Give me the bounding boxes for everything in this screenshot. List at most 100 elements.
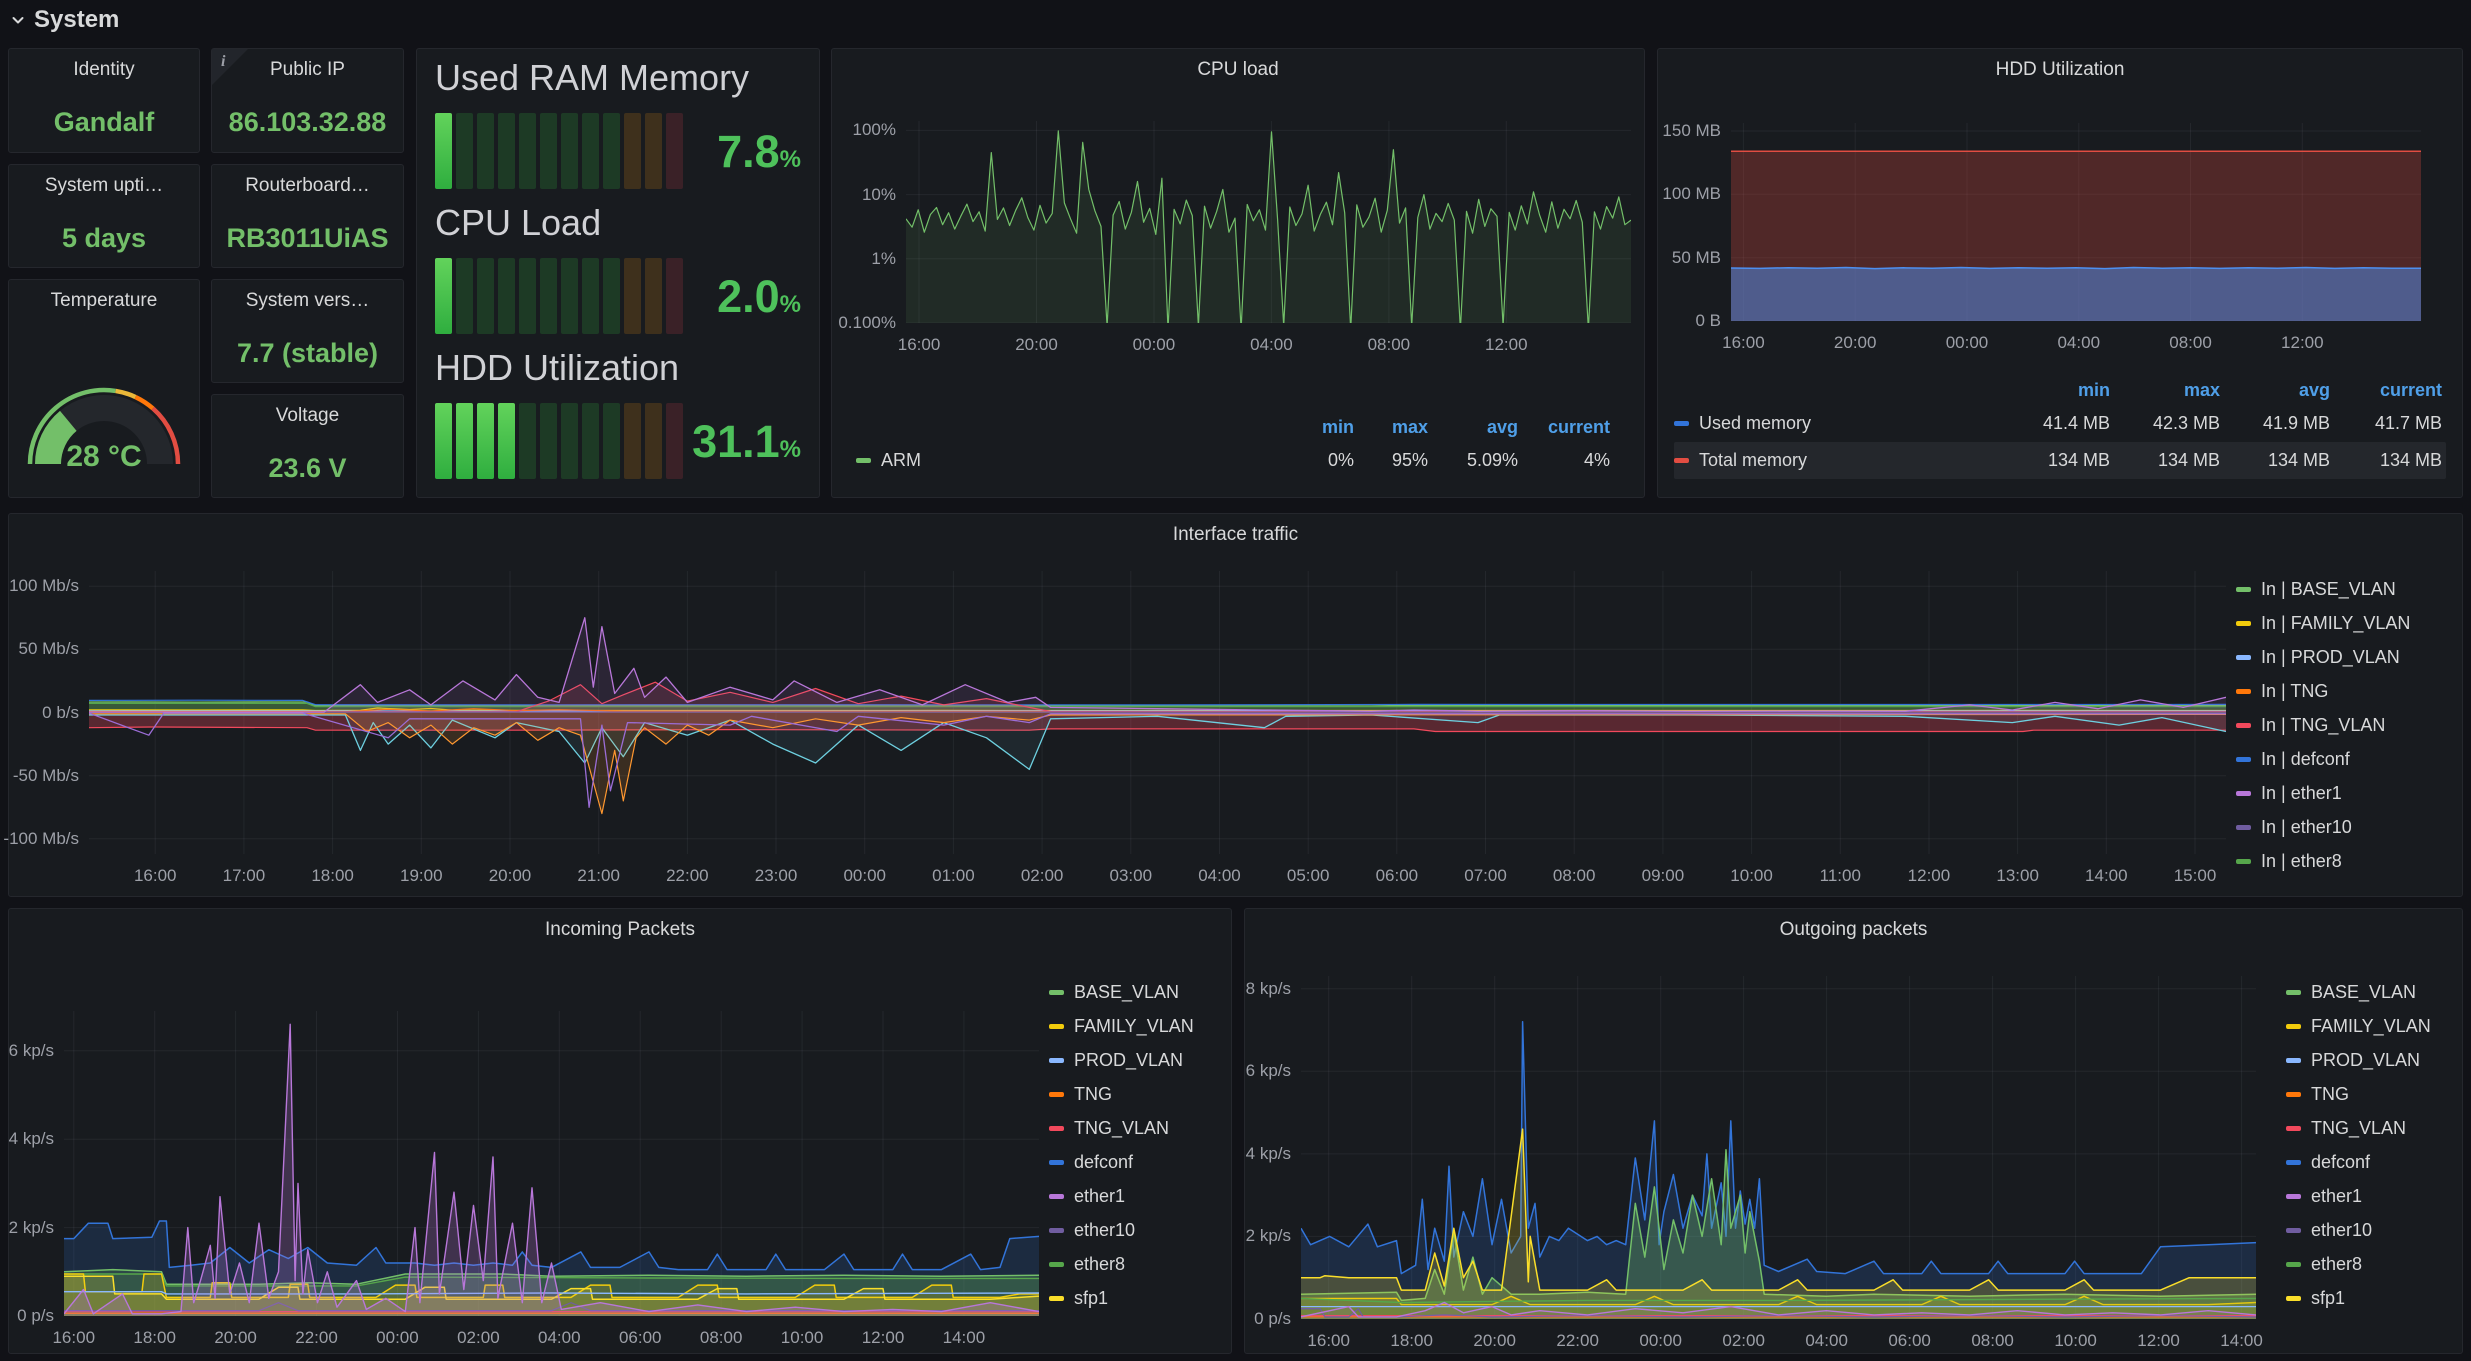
legend-item-in-ether10[interactable]: In | ether10 — [2236, 816, 2410, 838]
series-color-swatch — [1049, 1295, 1064, 1301]
gauge-segment — [435, 113, 452, 189]
series-color-swatch — [1049, 1125, 1064, 1131]
legend-label: ether1 — [1074, 1185, 1126, 1206]
legend-item-tng[interactable]: TNG — [2286, 1083, 2431, 1105]
series-color-swatch — [2236, 654, 2251, 660]
x-axis-tick-label: 03:00 — [1109, 866, 1153, 885]
series-color-swatch — [856, 457, 871, 463]
gauge-segment — [666, 258, 683, 334]
legend-item-in-defconf[interactable]: In | defconf — [2236, 748, 2410, 770]
incoming-chart-canvas[interactable] — [64, 1011, 1039, 1316]
y-axis-tick-label: 100% — [852, 120, 896, 140]
legend-item-ether1[interactable]: ether1 — [1049, 1185, 1194, 1207]
legend-item-prod-vlan[interactable]: PROD_VLAN — [1049, 1049, 1194, 1071]
gauge-segment — [456, 113, 473, 189]
panel-title[interactable]: Incoming Packets — [545, 919, 695, 940]
x-axis-tick-label: 12:00 — [1907, 866, 1951, 885]
hdd-chart-canvas[interactable] — [1731, 123, 2421, 321]
panel-title[interactable]: Interface traffic — [1172, 524, 1299, 545]
legend-item-defconf[interactable]: defconf — [2286, 1151, 2431, 1173]
outgoing-packets-plot[interactable]: 16:00 18:00 20:00 22:00 00:00 02:00 04:00 06:00… — [1246, 976, 2263, 1350]
stats-header-current[interactable]: current — [2379, 379, 2442, 400]
legend-item-in-tng[interactable]: In | TNG — [2236, 680, 2410, 702]
gauge-segment — [582, 403, 599, 479]
panel-routerboard: Routerboard… RB3011UiAS — [211, 164, 404, 268]
y-axis-tick-label: 10% — [861, 184, 896, 204]
legend-item-ether8[interactable]: ether8 — [1049, 1253, 1194, 1275]
incoming-packets-plot[interactable]: 16:00 18:00 20:00 22:00 00:00 02:00 04:00 06:00… — [9, 1011, 1039, 1347]
legend-item-in-tng-vlan[interactable]: In | TNG_VLAN — [2236, 714, 2410, 736]
legend-item-in-family-vlan[interactable]: In | FAMILY_VLAN — [2236, 612, 2410, 634]
legend-item-family-vlan[interactable]: FAMILY_VLAN — [2286, 1015, 2431, 1037]
legend-item-ether10[interactable]: ether10 — [1049, 1219, 1194, 1241]
stat-cell: 4% — [1583, 449, 1610, 470]
legend-item-in-prod-vlan[interactable]: In | PROD_VLAN — [2236, 646, 2410, 668]
stats-header-avg[interactable]: avg — [2298, 379, 2330, 400]
stats-header-avg[interactable]: avg — [1486, 416, 1518, 437]
interface-traffic-plot[interactable]: 16:00 17:00 18:00 19:00 20:00 21:00 22:00 23:00… — [3, 571, 2226, 885]
legend-item-base-vlan[interactable]: BASE_VLAN — [1049, 981, 1194, 1003]
gauge-segment — [456, 258, 473, 334]
traffic-chart-canvas[interactable] — [89, 571, 2226, 854]
legend-item-base-vlan[interactable]: BASE_VLAN — [2286, 981, 2431, 1003]
legend-item-in-ether1[interactable]: In | ether1 — [2236, 782, 2410, 804]
legend-stats-row[interactable]: Total memory 134 MB 134 MB 134 MB 134 MB — [1674, 442, 2446, 479]
outgoing-chart-canvas[interactable] — [1301, 976, 2256, 1319]
stats-header-min[interactable]: min — [1321, 416, 1354, 437]
panel-title[interactable]: Public IP — [270, 59, 345, 80]
legend-item-defconf[interactable]: defconf — [1049, 1151, 1194, 1173]
panel-title[interactable]: System upti… — [44, 175, 164, 196]
temperature-gauge: 28 °C — [19, 376, 189, 476]
gauge-segment — [498, 403, 515, 479]
panel-title[interactable]: Routerboard… — [245, 175, 370, 196]
stats-header-current[interactable]: current — [1547, 416, 1610, 437]
legend-item-tng[interactable]: TNG — [1049, 1083, 1194, 1105]
legend-item-sfp1[interactable]: sfp1 — [2286, 1287, 2431, 1309]
legend-label: In | BASE_VLAN — [2261, 578, 2396, 599]
stats-header-min[interactable]: min — [2077, 379, 2110, 400]
legend-stats-row[interactable]: ARM 0% 95% 5.09% 4% — [856, 441, 1614, 479]
panel-title[interactable]: Identity — [73, 59, 135, 80]
panel-title[interactable]: System vers… — [245, 290, 370, 311]
legend-label: TNG_VLAN — [1074, 1117, 1170, 1138]
hdd-utilization-plot[interactable]: 16:00 20:00 00:00 04:00 08:00 12:00 150 MB 100 … — [1662, 121, 2421, 352]
legend-item-in-ether8[interactable]: In | ether8 — [2236, 850, 2410, 872]
x-axis-tick-label: 09:00 — [1641, 866, 1685, 885]
legend-item-ether8[interactable]: ether8 — [2286, 1253, 2431, 1275]
bar-gauge-value: 31.1% — [692, 419, 801, 464]
series-color-swatch — [1049, 1261, 1064, 1267]
legend-item-ether1[interactable]: ether1 — [2286, 1185, 2431, 1207]
panel-title[interactable]: Temperature — [50, 290, 158, 311]
panel-title[interactable]: CPU load — [1197, 59, 1279, 80]
y-axis-tick-label: 50 Mb/s — [18, 639, 79, 659]
gauge-segment — [624, 403, 641, 479]
bar-gauge-title: CPU Load — [435, 202, 602, 243]
legend-item-tng-vlan[interactable]: TNG_VLAN — [1049, 1117, 1194, 1139]
legend-label: sfp1 — [1074, 1287, 1109, 1308]
stats-header-max[interactable]: max — [2183, 379, 2220, 400]
legend-item-sfp1[interactable]: sfp1 — [1049, 1287, 1194, 1309]
legend-label: In | TNG_VLAN — [2261, 714, 2386, 735]
row-header-system[interactable]: System — [10, 6, 119, 34]
panel-hdd-utilization: HDD Utilization 16:00 20:00 00:00 04:00 08:0… — [1657, 48, 2463, 498]
x-axis-tick-label: 17:00 — [222, 866, 266, 885]
panel-title[interactable]: HDD Utilization — [1995, 59, 2125, 80]
series-color-swatch — [2286, 1227, 2301, 1233]
cpu-load-plot[interactable]: 16:00 20:00 00:00 04:00 08:00 12:00 100% 10% 1% 0… — [838, 120, 1631, 354]
panel-identity: Identity Gandalf — [8, 48, 200, 153]
x-axis-tick-label: 06:00 — [618, 1328, 662, 1347]
legend-item-ether10[interactable]: ether10 — [2286, 1219, 2431, 1241]
panel-title[interactable]: Voltage — [275, 405, 340, 426]
info-corner[interactable] — [212, 49, 248, 85]
cpu-chart-canvas[interactable] — [906, 121, 1631, 323]
legend-item-in-base-vlan[interactable]: In | BASE_VLAN — [2236, 578, 2410, 600]
legend-item-tng-vlan[interactable]: TNG_VLAN — [2286, 1117, 2431, 1139]
legend-label: BASE_VLAN — [2311, 981, 2417, 1002]
gauge-segment — [519, 113, 536, 189]
bar-gauge-row: 7.8% — [435, 113, 801, 189]
panel-title[interactable]: Outgoing packets — [1779, 919, 1928, 940]
legend-item-family-vlan[interactable]: FAMILY_VLAN — [1049, 1015, 1194, 1037]
legend-item-prod-vlan[interactable]: PROD_VLAN — [2286, 1049, 2431, 1071]
legend-stats-row[interactable]: Used memory 41.4 MB 42.3 MB 41.9 MB 41.7 MB — [1674, 405, 2446, 442]
stats-header-max[interactable]: max — [1391, 416, 1428, 437]
